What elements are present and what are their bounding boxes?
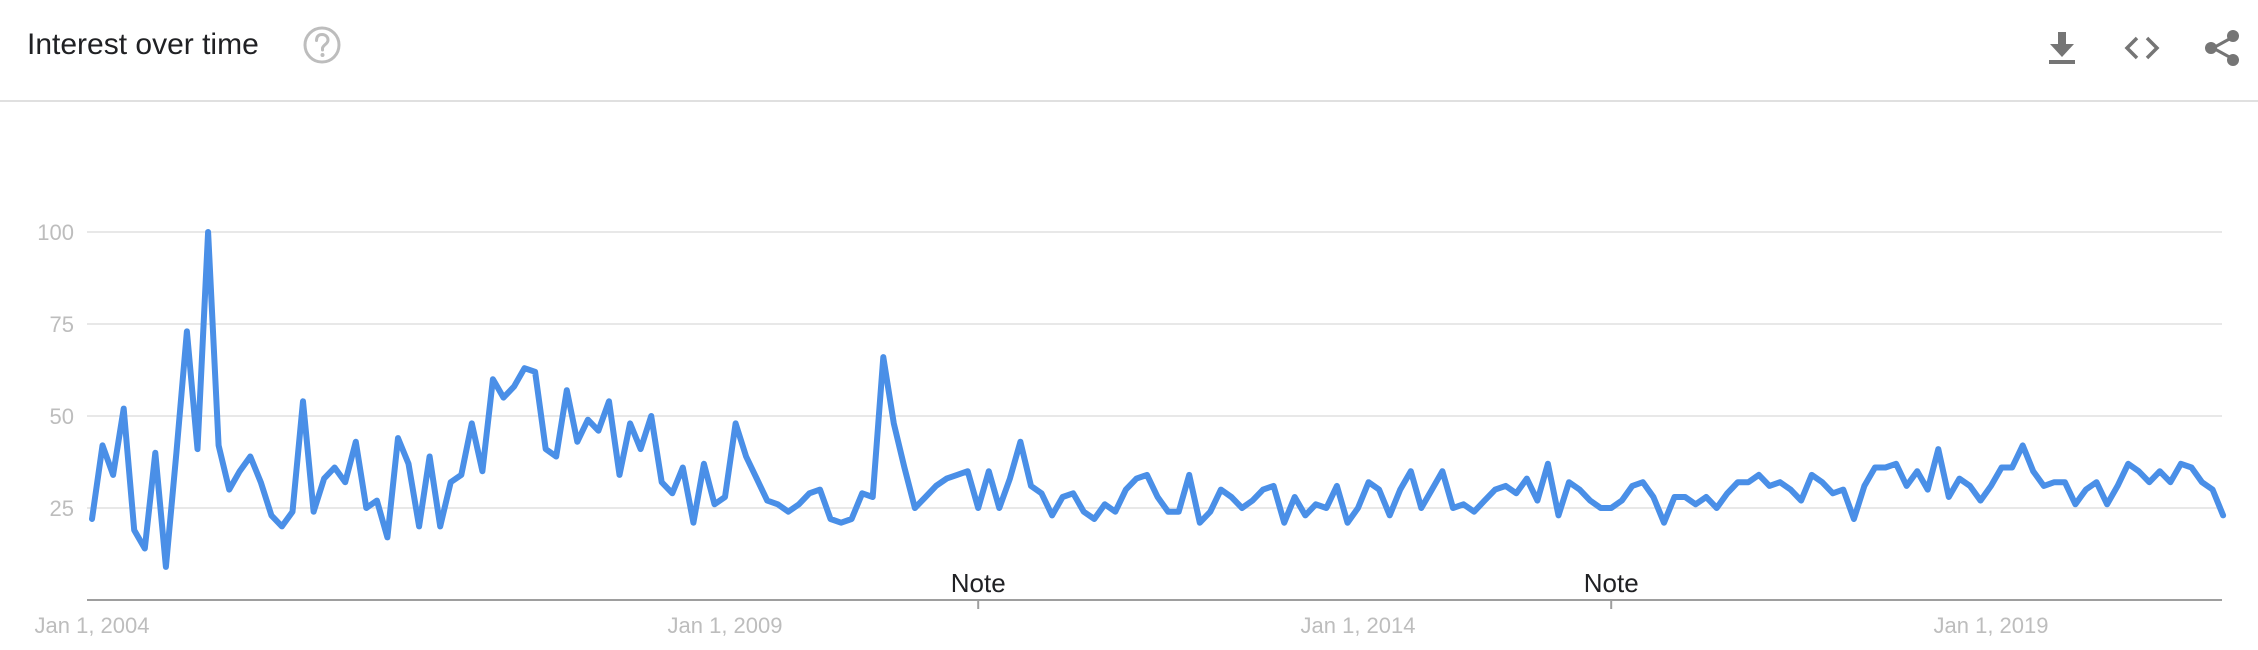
series-line-0[interactable] (89, 229, 2227, 570)
y-tick-label: 75 (50, 312, 74, 337)
x-tick-label: Jan 1, 2009 (668, 613, 783, 638)
note-annotation[interactable]: Note (951, 568, 1006, 598)
share-icon[interactable] (2200, 26, 2244, 70)
interest-line-chart: 25 50 75 100 Jan 1, 2004 Jan 1, 2009 Jan 1, 20… (35, 220, 2227, 638)
chart-title: Interest over time (27, 28, 259, 61)
y-tick-label: 50 (50, 404, 74, 429)
x-tick-label: Jan 1, 2019 (1934, 613, 2049, 638)
x-tick-label: Jan 1, 2014 (1301, 613, 1416, 638)
y-tick-label: 25 (50, 496, 74, 521)
x-tick-label: Jan 1, 2004 (35, 613, 150, 638)
embed-icon[interactable] (2120, 26, 2164, 70)
download-icon[interactable] (2040, 26, 2084, 70)
help-icon[interactable] (302, 25, 342, 65)
chart-header: Interest over time (0, 0, 2258, 102)
y-tick-label: 100 (37, 220, 74, 245)
note-annotation[interactable]: Note (1584, 568, 1639, 598)
